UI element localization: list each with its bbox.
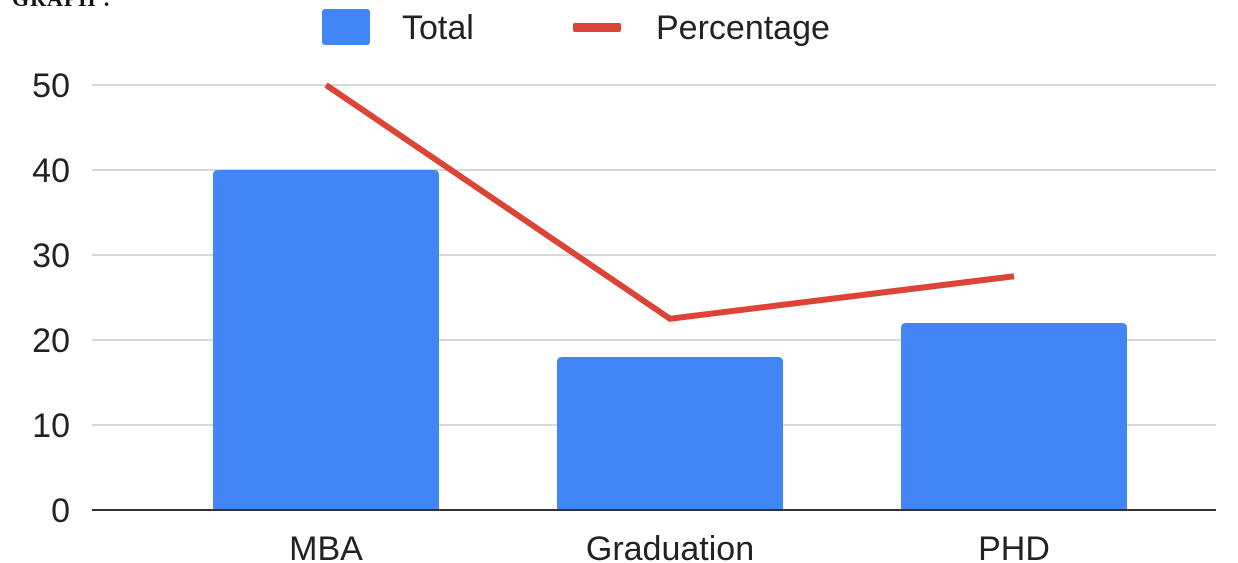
legend-swatch-percentage xyxy=(573,23,621,32)
legend-label-total: Total xyxy=(402,9,474,47)
y-tick-label: 10 xyxy=(32,407,70,445)
y-tick-label: 50 xyxy=(32,67,70,105)
x-tick-label: MBA xyxy=(289,530,363,563)
bar-graduation xyxy=(557,357,783,510)
bar-series xyxy=(213,170,1127,510)
y-tick-label: 20 xyxy=(32,322,70,360)
bar-phd xyxy=(901,323,1127,510)
line-series xyxy=(324,82,1015,322)
bar-mba xyxy=(213,170,439,510)
y-axis-ticks: 0 10 20 30 40 50 xyxy=(32,67,70,530)
legend-label-percentage: Percentage xyxy=(656,9,830,47)
legend-swatch-total xyxy=(322,9,370,45)
x-tick-label: PHD xyxy=(978,530,1050,563)
y-tick-label: 30 xyxy=(32,237,70,275)
y-tick-label: 0 xyxy=(51,492,70,530)
y-tick-label: 40 xyxy=(32,152,70,190)
page-heading: GRAPH : xyxy=(12,0,111,12)
legend: Total Percentage xyxy=(322,9,830,47)
x-axis-ticks: MBA Graduation PHD xyxy=(289,530,1050,563)
x-tick-label: Graduation xyxy=(586,530,754,563)
